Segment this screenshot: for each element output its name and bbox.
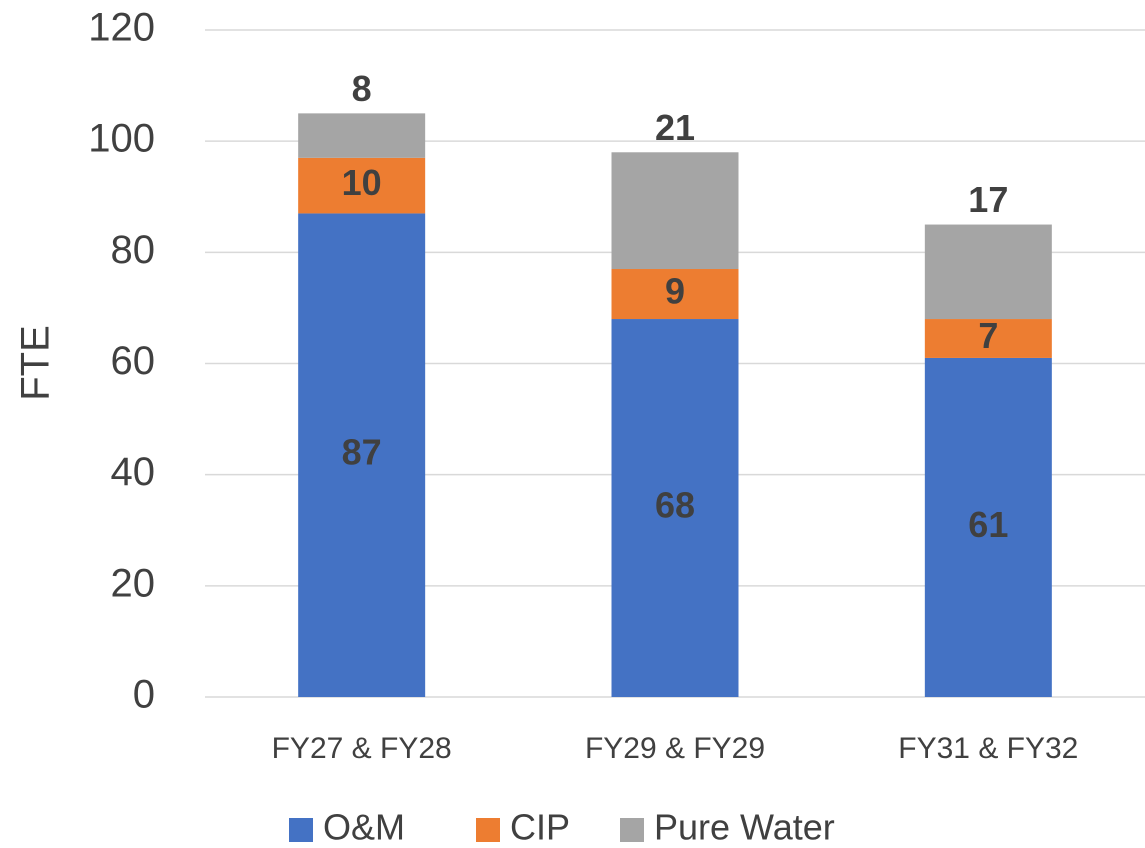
y-tick-label: 20 [111, 561, 156, 605]
x-tick-label: FY31 & FY32 [898, 732, 1078, 765]
legend-swatch [620, 818, 644, 842]
legend-swatch [289, 818, 313, 842]
legend-label: Pure Water [654, 807, 835, 848]
legend-label: O&M [323, 807, 405, 848]
data-label: 87 [342, 432, 382, 473]
x-tick-label: FY27 & FY28 [272, 732, 452, 765]
x-tick-label: FY29 & FY29 [585, 732, 765, 765]
data-label: 17 [968, 179, 1008, 220]
bar-segment [298, 157, 426, 214]
y-axis-title: FTE [14, 325, 58, 401]
data-label: 7 [978, 315, 998, 356]
legend-swatch [476, 818, 500, 842]
y-tick-label: 80 [111, 228, 156, 272]
bar-segment [611, 152, 739, 270]
y-tick-label: 120 [88, 6, 155, 50]
data-label: 10 [342, 162, 382, 203]
bar-segment [611, 269, 739, 320]
bar-segment [611, 319, 739, 697]
y-tick-label: 40 [111, 450, 156, 494]
data-label: 8 [352, 68, 372, 109]
y-tick-label: 0 [133, 673, 155, 717]
bar-segment [298, 213, 426, 698]
data-label: 68 [655, 485, 695, 526]
data-label: 9 [665, 271, 685, 312]
y-tick-label: 60 [111, 339, 156, 383]
data-label: 61 [968, 504, 1008, 545]
bar-segment [298, 113, 426, 158]
legend-label: CIP [510, 807, 570, 848]
bar-segment [924, 319, 1052, 358]
bar-segment [924, 224, 1052, 320]
y-tick-label: 100 [88, 117, 155, 161]
data-label: 21 [655, 107, 695, 148]
bar-segment [924, 357, 1052, 697]
